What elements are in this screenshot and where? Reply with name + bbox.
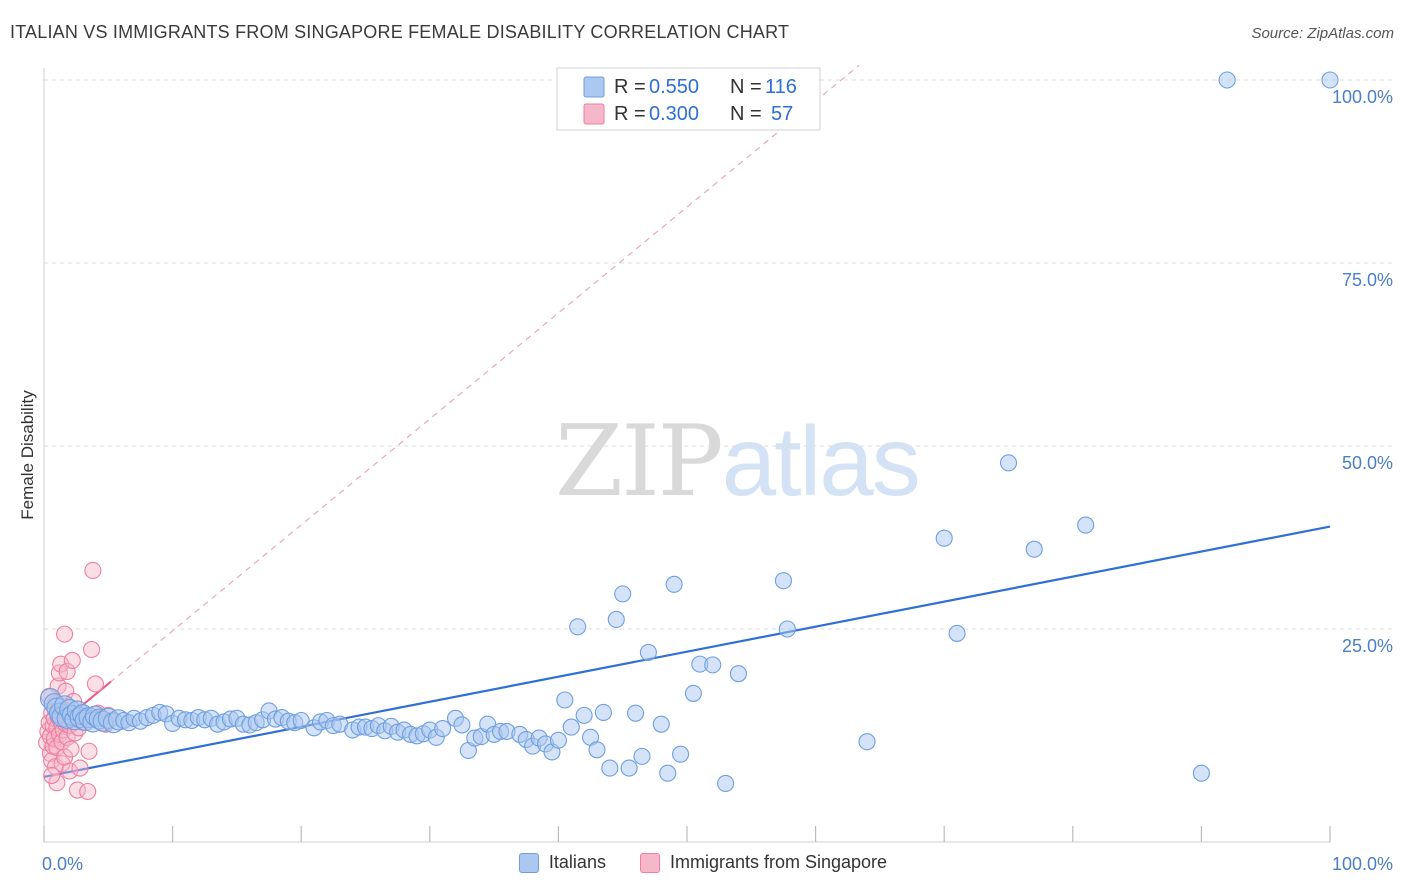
watermark-zip: ZIP [555,405,724,519]
italians-point-112 [858,733,876,751]
y-tick-label-3: 100.0% [1332,87,1393,107]
italians-point-110 [774,572,793,590]
singapore-point-49 [86,675,104,693]
italians-point-70 [434,720,452,738]
italians-point-104 [672,745,690,763]
italians-point-109 [729,665,747,683]
italians-point-108 [717,774,735,793]
italians-point-94 [601,759,619,777]
italians-swatch [518,852,539,873]
italians-point-97 [620,759,638,777]
singapore-point-47 [83,640,101,659]
italians-point-116 [1025,540,1043,558]
singapore-point-36 [63,651,81,670]
singapore-label: Immigrants from Singapore [669,852,888,872]
italians-point-93 [594,703,612,721]
legend-r-value-2: 0.300 [649,103,699,125]
italians-point-114 [948,624,966,642]
italians-point-86 [549,731,567,749]
source-label: Source: ZipAtlas.com [1251,25,1394,42]
singapore-trend-extension [50,64,860,732]
italians-point-120 [1321,71,1339,89]
italians-point-111 [778,620,796,638]
italians-point-87 [556,691,574,709]
y-tick-label-2: 75.0% [1342,270,1393,290]
italians-point-115 [999,454,1018,472]
italians-point-95 [607,610,625,629]
trend-lines [43,64,1331,778]
italians-point-92 [588,741,606,759]
legend-item-singapore[interactable]: Immigrants from Singapore [639,852,888,873]
singapore-swatch [639,852,660,873]
italians-point-118 [1192,764,1210,782]
x-tick-label-1: 100.0% [1332,854,1393,874]
singapore-point-46 [80,742,98,760]
x-tick-label-0: 0.0% [42,854,83,874]
legend-swatch-italians [583,76,605,98]
italians-point-88 [562,718,580,736]
italians-point-90 [575,706,593,724]
legend-r-value-1: 0.550 [649,76,699,98]
legend-swatch-singapore [583,103,605,125]
italians-point-89 [569,618,587,636]
italians-point-96 [614,585,632,603]
y-tick-label-1: 50.0% [1342,453,1393,473]
italians-point-99 [633,747,651,765]
singapore-point-25 [56,625,74,643]
singapore-point-56 [43,766,61,784]
italians-point-100 [639,643,657,661]
singapore-point-34 [62,740,80,758]
singapore-point-45 [79,782,97,801]
italians-point-107 [704,656,722,674]
legend-n-label-2: N = [730,103,762,125]
legend-n-value-1: 116 [765,76,797,98]
series-italians-points [39,71,1339,793]
italians-point-113 [935,529,953,547]
legend-r-label-1: R = [614,76,646,98]
singapore-point-33 [61,762,79,780]
series-legend: Italians Immigrants from Singapore [0,852,1406,873]
italians-point-119 [1218,71,1236,89]
italians-point-105 [684,684,702,702]
watermark: ZIPatlas [555,405,921,519]
italians-point-98 [627,704,645,722]
italians-point-101 [652,715,670,733]
italians-label: Italians [548,852,606,872]
y-tick-label-0: 25.0% [1342,636,1393,656]
italians-point-102 [659,764,677,782]
legend-r-label-2: R = [614,103,646,125]
singapore-point-48 [84,561,102,579]
legend-n-label-1: N = [730,76,762,98]
stats-legend: R = 0.550 N = 116 R = 0.300 N = 57 [556,67,821,131]
legend-item-italians[interactable]: Italians [518,852,606,873]
italians-trend-line [43,525,1331,778]
legend-n-value-2: 57 [771,103,793,125]
watermark-atlas: atlas [721,406,921,516]
italians-point-50 [292,711,310,730]
gridlines [44,79,1395,630]
tick-labels: 25.0% 50.0% 75.0% 100.0% 0.0% 100.0% [42,87,1393,874]
singapore-point-29 [58,662,76,681]
italians-point-103 [665,575,683,593]
italians-point-117 [1077,516,1095,534]
chart-title: ITALIAN VS IMMIGRANTS FROM SINGAPORE FEM… [10,22,790,42]
italians-point-72 [453,716,471,734]
singapore-point-42 [71,759,89,777]
